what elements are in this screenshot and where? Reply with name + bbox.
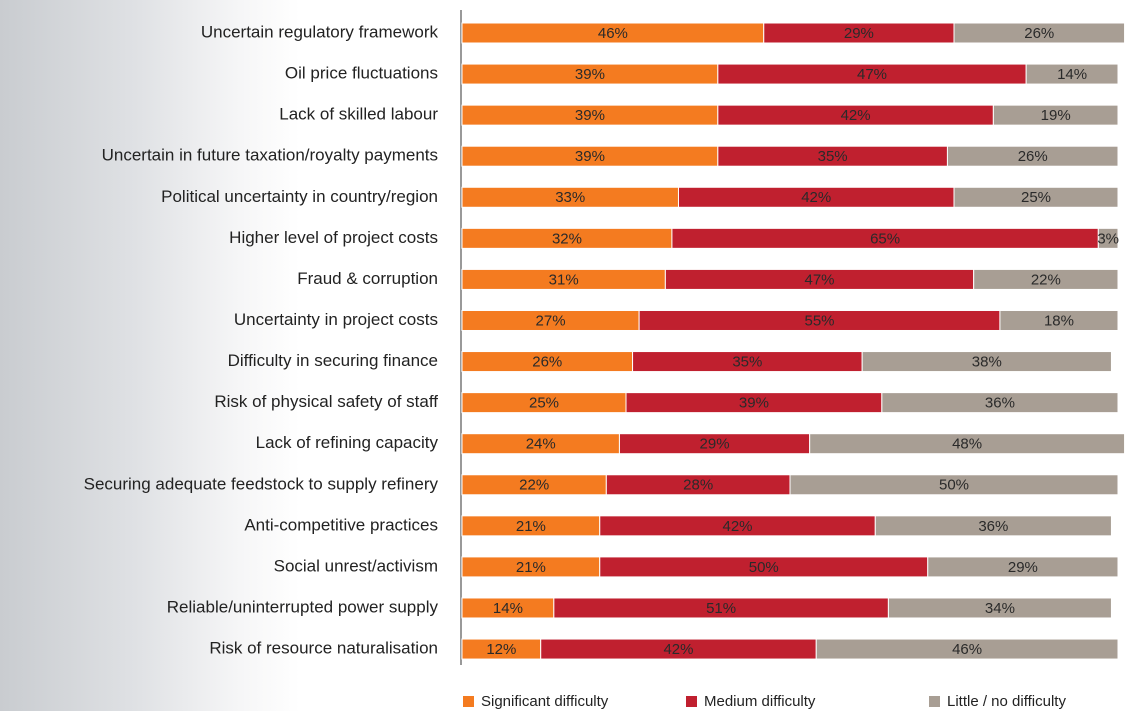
value-label: 12% [486,641,516,658]
page: Uncertain regulatory framework 46% 29% 26% O… [0,0,1144,711]
value-label: 31% [549,271,579,288]
value-label: 39% [575,66,605,83]
value-label: 65% [870,230,900,247]
value-label: 28% [683,477,713,494]
value-label: 42% [801,189,831,206]
value-label: 29% [844,25,874,42]
legend-swatch [686,696,697,707]
value-label: 34% [985,600,1015,617]
value-label: 51% [706,600,736,617]
value-label: 42% [723,518,753,535]
value-label: 38% [972,354,1002,371]
value-label: 29% [1008,559,1038,576]
category-label: Political uncertainty in country/region [161,187,438,206]
value-label: 22% [1031,271,1061,288]
value-label: 14% [493,600,523,617]
category-label: Higher level of project costs [229,228,438,247]
value-label: 26% [1024,25,1054,42]
category-label: Uncertain in future taxation/royalty pay… [102,146,438,165]
value-label: 36% [978,518,1008,535]
value-label: 50% [939,477,969,494]
legend-label: Medium difficulty [704,693,816,710]
value-label: 42% [663,641,693,658]
legend-label: Little / no difficulty [947,693,1066,710]
category-label: Securing adequate feedstock to supply re… [84,474,439,493]
value-label: 27% [536,312,566,329]
value-label: 36% [985,395,1015,412]
value-label: 26% [1018,148,1048,165]
value-label: 39% [739,395,769,412]
chart: Uncertain regulatory framework 46% 29% 26% O… [0,0,1144,711]
value-label: 47% [805,271,835,288]
category-label: Social unrest/activism [274,556,438,575]
value-label: 25% [529,395,559,412]
value-label: 47% [857,66,887,83]
value-label: 39% [575,107,605,124]
value-label: 3% [1097,230,1119,247]
legend-swatch [463,696,474,707]
category-label: Anti-competitive practices [244,515,438,534]
value-label: 32% [552,230,582,247]
value-label: 35% [732,354,762,371]
legend-swatch [929,696,940,707]
value-label: 26% [532,354,562,371]
value-label: 18% [1044,312,1074,329]
value-label: 55% [805,312,835,329]
category-label: Oil price fluctuations [285,64,438,83]
category-label: Uncertain regulatory framework [201,22,439,41]
value-label: 42% [841,107,871,124]
legend-label: Significant difficulty [481,693,609,710]
value-label: 50% [749,559,779,576]
value-label: 21% [516,559,546,576]
category-label: Risk of resource naturalisation [209,639,438,658]
category-label: Difficulty in securing finance [228,351,438,370]
value-label: 21% [516,518,546,535]
value-label: 48% [952,436,982,453]
value-label: 19% [1041,107,1071,124]
value-label: 24% [526,436,556,453]
value-label: 46% [952,641,982,658]
category-label: Reliable/uninterrupted power supply [167,597,439,616]
value-label: 25% [1021,189,1051,206]
category-label: Lack of refining capacity [256,433,439,452]
category-label: Lack of skilled labour [279,105,438,124]
value-label: 46% [598,25,628,42]
value-label: 22% [519,477,549,494]
category-label: Uncertainty in project costs [234,310,438,329]
value-label: 35% [818,148,848,165]
category-label: Risk of physical safety of staff [214,392,438,411]
value-label: 39% [575,148,605,165]
value-label: 14% [1057,66,1087,83]
value-label: 29% [700,436,730,453]
category-label: Fraud & corruption [297,269,438,288]
value-label: 33% [555,189,585,206]
